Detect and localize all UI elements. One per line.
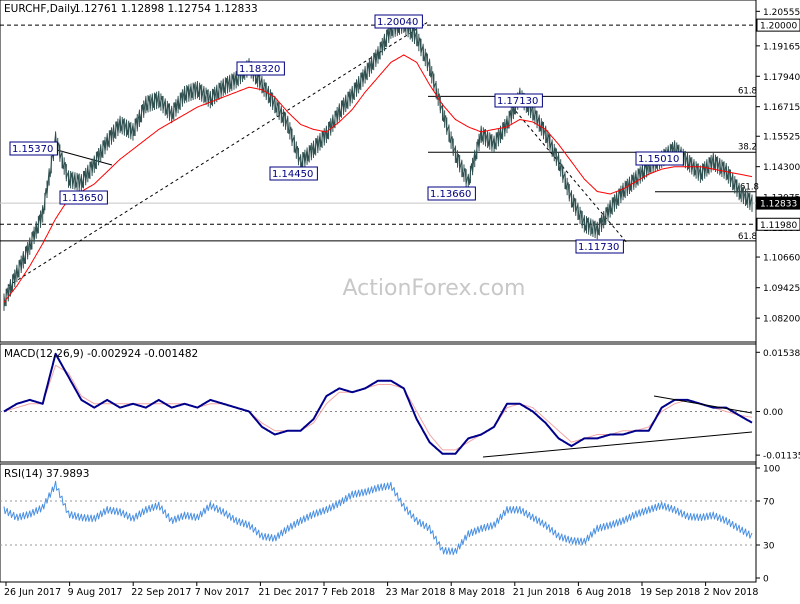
annotation-label: 1.13650 bbox=[62, 193, 103, 204]
trendline-short bbox=[56, 149, 113, 166]
macd-signal-line bbox=[3, 364, 753, 451]
x-tick-label: 21 Dec 2017 bbox=[258, 587, 319, 598]
price-moving-average-line bbox=[3, 54, 753, 303]
rsi-tick-label: 0 bbox=[763, 575, 769, 585]
panel-frames bbox=[0, 0, 757, 583]
x-tick-label: 7 Feb 2018 bbox=[322, 587, 375, 598]
x-tick-label: 9 Aug 2017 bbox=[68, 587, 123, 598]
x-tick-label: 26 Jun 2017 bbox=[4, 587, 61, 598]
rsi-series-layer bbox=[0, 480, 756, 556]
annotation-label: 1.20040 bbox=[377, 17, 418, 28]
chart-header-ohlc: 1.12761 1.12898 1.12754 1.12833 bbox=[74, 3, 258, 15]
macd-resistance-trendline bbox=[653, 395, 753, 414]
price-tick-label: 1.08200 bbox=[763, 315, 800, 325]
x-tick-label: 22 Sep 2017 bbox=[131, 587, 191, 598]
price-label-level-low: 1.11980 bbox=[760, 221, 797, 231]
fib-label: 61.8 bbox=[738, 86, 757, 96]
annotation-label: 1.14450 bbox=[272, 169, 313, 180]
annotation-box bbox=[9, 141, 58, 156]
fib-label: 61.8 bbox=[738, 232, 757, 242]
annotation-label: 1.11730 bbox=[578, 242, 619, 253]
price-tick-label: 1.14300 bbox=[763, 163, 800, 173]
rsi-tick-label: 70 bbox=[763, 498, 775, 508]
trendline-decline bbox=[507, 101, 629, 245]
annotation-box bbox=[374, 14, 423, 29]
annotation-box bbox=[494, 93, 543, 108]
annotation-box bbox=[635, 151, 684, 166]
macd-tick-label: 0.00 bbox=[763, 408, 783, 418]
x-tick-label: 6 Aug 2018 bbox=[576, 587, 631, 598]
annotation-box bbox=[427, 186, 476, 201]
price-label-box-level-low bbox=[756, 217, 800, 231]
watermark-text: ActionForex.com bbox=[343, 276, 526, 301]
trendline-rising bbox=[7, 21, 429, 287]
rsi-tick-label: 30 bbox=[763, 542, 775, 552]
x-tick-label: 21 Jun 2018 bbox=[513, 587, 570, 598]
annotation-label: 1.15370 bbox=[12, 144, 53, 155]
price-tick-label: 1.09425 bbox=[763, 284, 800, 294]
annotation-label: 1.13660 bbox=[430, 189, 471, 200]
price-tick-label: 1.15525 bbox=[763, 133, 800, 143]
macd-title: MACD(12,26,9) -0.002924 -0.001482 bbox=[4, 348, 198, 360]
fib-label: 61.8 bbox=[740, 183, 759, 193]
price-label-box-level-high bbox=[756, 18, 800, 32]
axis-layer: 1.20555 1.19165 1.17940 1.16715 1.15525 1.143… bbox=[4, 8, 800, 598]
price-series-layer bbox=[3, 15, 753, 311]
macd-series-layer bbox=[0, 352, 756, 458]
price-label-box-last bbox=[756, 196, 800, 210]
annotation-label: 1.18320 bbox=[239, 64, 280, 75]
macd-support-trendline bbox=[482, 431, 753, 458]
price-tick-label: 1.16715 bbox=[763, 103, 800, 113]
macd-main-line bbox=[3, 352, 753, 455]
price-tick-label: 1.20555 bbox=[763, 8, 800, 18]
x-tick-label: 7 Nov 2017 bbox=[195, 587, 250, 598]
annotation-layer: 1.20040 1.18320 1.17130 1.15370 1.15010 1.144… bbox=[9, 14, 684, 254]
fib-label: 38.2 bbox=[738, 142, 757, 152]
annotation-label: 1.17130 bbox=[497, 96, 538, 107]
x-tick-label: 23 Mar 2018 bbox=[386, 587, 446, 598]
price-label-level-high: 1.20000 bbox=[760, 22, 797, 32]
x-tick-label: 2 Nov 2018 bbox=[704, 587, 759, 598]
price-tick-label: 1.19165 bbox=[763, 42, 800, 52]
price-label-last: 1.12833 bbox=[760, 200, 797, 210]
x-tick-label: 19 Sep 2018 bbox=[640, 587, 700, 598]
annotation-label: 1.15010 bbox=[638, 154, 679, 165]
rsi-line bbox=[3, 480, 753, 556]
macd-tick-label: 0.015385 bbox=[763, 349, 800, 359]
annotation-box bbox=[236, 61, 285, 76]
price-tick-label: 1.10660 bbox=[763, 254, 800, 264]
x-tick-label: 8 May 2018 bbox=[449, 587, 505, 598]
rsi-title: RSI(14) 37.9893 bbox=[4, 468, 89, 480]
rsi-tick-label: 100 bbox=[763, 465, 780, 475]
annotation-box bbox=[269, 166, 318, 181]
macd-tick-label: -0.011352 bbox=[763, 452, 800, 462]
annotation-box bbox=[59, 190, 108, 205]
annotation-box bbox=[575, 239, 624, 254]
chart-header-symbol: EURCHF,Daily bbox=[4, 3, 76, 15]
price-tick-label: 1.17940 bbox=[763, 73, 800, 83]
